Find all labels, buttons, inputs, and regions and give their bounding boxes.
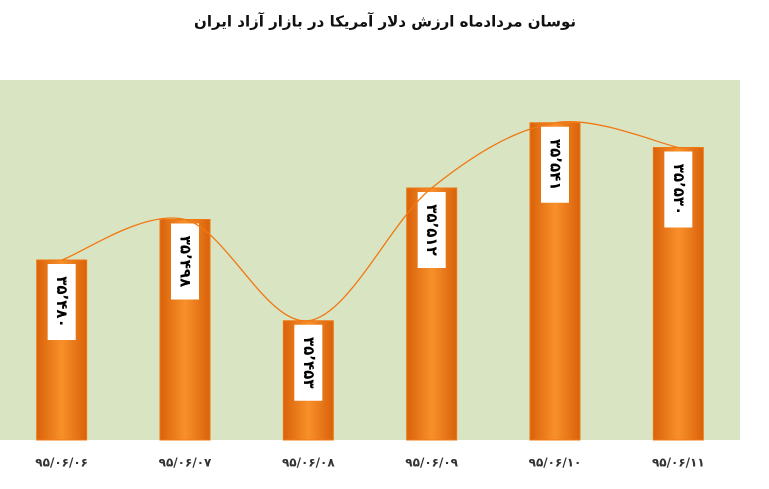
value-label: ۳۵٬۴۸۰ [53, 276, 71, 327]
plot-area [0, 80, 740, 440]
x-tick-label: ۹۵/۰۶/۰۷ [159, 456, 212, 470]
value-label-box [294, 324, 323, 401]
chart-title: نوسان مردادماه ارزش دلار آمریکا در بازار… [194, 13, 576, 31]
value-label: ۳۵٬۴۹۸ [177, 236, 195, 287]
value-label: ۳۵٬۴۵۳ [300, 337, 318, 388]
trend-line [61, 121, 679, 322]
value-label: ۳۵٬۵۱۲ [423, 204, 441, 255]
value-label-box [664, 151, 693, 228]
x-tick-label: ۹۵/۰۶/۰۶ [35, 456, 88, 470]
value-label-box [417, 192, 446, 268]
value-label-box [171, 223, 199, 300]
x-tick-label: ۹۵/۰۶/۰۸ [282, 456, 335, 470]
x-tick-label: ۹۵/۰۶/۱۱ [652, 456, 705, 470]
value-label-box [47, 264, 76, 340]
value-label: ۳۵٬۵۴۱ [547, 139, 565, 190]
x-tick-label: ۹۵/۰۶/۰۹ [405, 456, 458, 470]
value-label-box [541, 126, 569, 203]
value-label: ۳۵٬۵۳۰ [670, 164, 688, 215]
x-tick-label: ۹۵/۰۶/۱۰ [529, 456, 582, 470]
